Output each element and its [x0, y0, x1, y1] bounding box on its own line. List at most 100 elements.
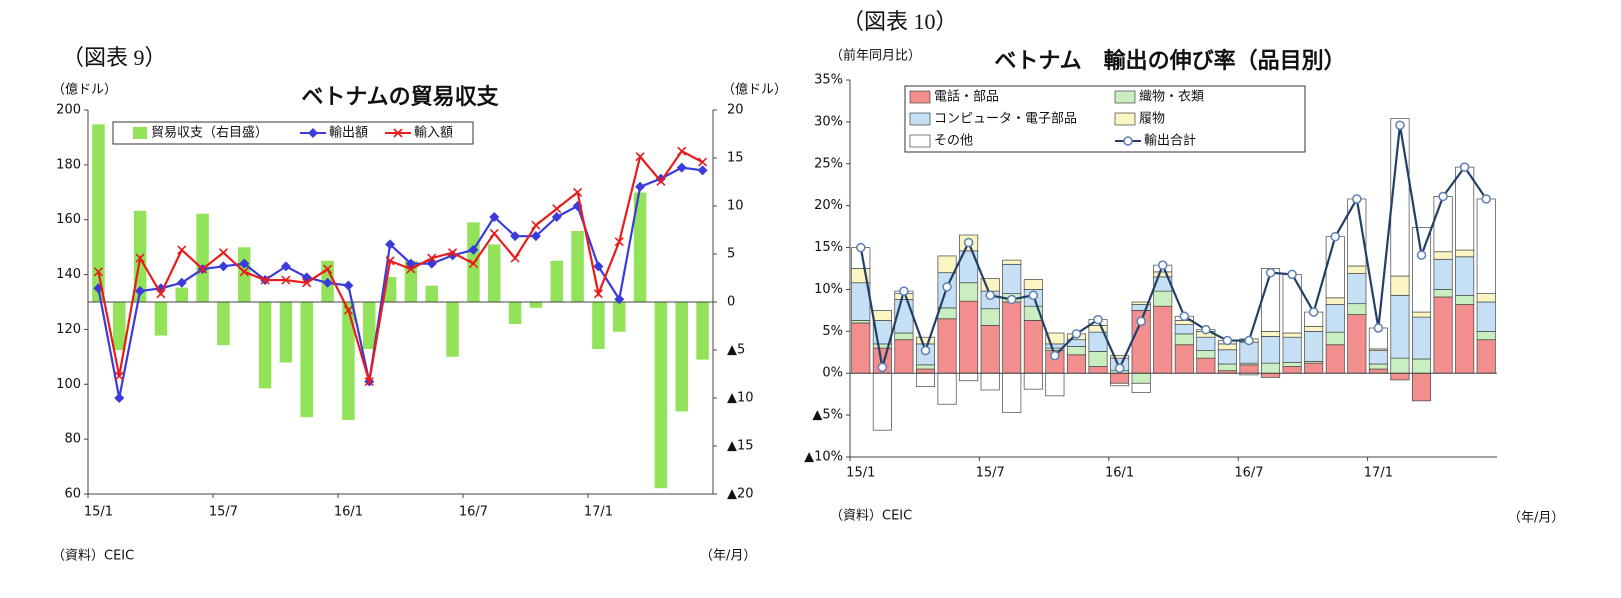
bar [258, 302, 272, 389]
stacked-bar-segment [1196, 350, 1216, 359]
bar [654, 302, 668, 489]
line-marker [1222, 335, 1233, 346]
x-tick-label: 16/1 [1105, 466, 1134, 481]
y2-tick-label: ▲15 [727, 439, 754, 454]
y2-tick-label: ▲10 [727, 391, 754, 406]
line-marker [1287, 269, 1297, 280]
stacked-bar-segment [1412, 358, 1432, 374]
stacked-bar-segment [959, 372, 979, 382]
stacked-bar-segment [1153, 305, 1173, 374]
stacked-bar-segment [980, 308, 1000, 326]
y-tick-label: 80 [64, 432, 81, 447]
source-note: （資料）CEIC [52, 549, 134, 564]
bar [425, 285, 438, 302]
stacked-bar-segment [1239, 341, 1259, 364]
bar [550, 260, 563, 302]
stacked-bar-segment [1476, 293, 1496, 303]
stacked-bar-segment [1390, 118, 1410, 277]
bar [175, 287, 188, 302]
stacked-bar-segment [1261, 372, 1281, 378]
y-tick-label: 60 [64, 487, 81, 502]
legend-label: 輸出額 [329, 126, 368, 141]
line-marker [573, 187, 583, 197]
line-marker [93, 267, 103, 277]
line-marker [1007, 294, 1017, 305]
y2-tick-label: 10 [727, 199, 744, 214]
stacked-bar-segment [1412, 372, 1432, 402]
bar [696, 302, 709, 360]
bar [300, 302, 313, 418]
line-series [97, 166, 703, 399]
stacked-bar-segment [1196, 336, 1216, 351]
stacked-bar-segment [1045, 372, 1065, 397]
x-axis-unit: （年/月） [1508, 511, 1564, 526]
line-marker [239, 267, 249, 277]
line-marker [448, 248, 458, 258]
stacked-bar-segment [1131, 372, 1151, 384]
legend-label: 貿易収支（右目盛） [151, 126, 268, 141]
stacked-bar-segment [1239, 364, 1259, 374]
source-note: （資料）CEIC [830, 509, 912, 524]
x-tick-label: 16/1 [334, 505, 363, 520]
y-tick-label: 100 [56, 377, 81, 392]
bar [633, 192, 647, 302]
line-marker [1416, 250, 1427, 260]
line-marker [323, 264, 333, 274]
y-tick-label: 15% [814, 240, 843, 255]
stacked-bar-segment [937, 307, 957, 320]
line-marker [156, 289, 166, 299]
y-axis-label: （億ドル） [52, 82, 117, 98]
line-marker [1050, 350, 1060, 361]
figure-label: （図表 9） [62, 45, 167, 70]
stacked-bar-segment [1282, 336, 1302, 363]
y2-tick-label: 0 [727, 295, 735, 310]
line-marker [302, 278, 312, 288]
stacked-bar-segment [1217, 349, 1237, 365]
line-marker [656, 176, 666, 186]
bar [342, 302, 355, 421]
y2-axis-label: （億ドル） [722, 82, 787, 98]
stacked-bar-segment [1325, 297, 1345, 305]
stacked-bar-segment [1412, 227, 1432, 313]
line-marker [1179, 311, 1190, 322]
bar [196, 213, 209, 302]
line-marker [468, 259, 478, 269]
line-marker [942, 282, 952, 292]
y-tick-label: 160 [56, 212, 81, 227]
line-marker [1373, 323, 1384, 333]
line-marker [677, 146, 687, 156]
stacked-bar-segment [1476, 301, 1496, 332]
stacked-bar-segment [1347, 273, 1367, 305]
stacked-bar-segment [1476, 339, 1496, 374]
y-tick-label: 200 [56, 103, 81, 118]
legend-swatch [909, 90, 931, 104]
stacked-bar-segment [1045, 343, 1065, 349]
y-tick-label: 30% [814, 114, 843, 129]
stacked-bar-segment [1433, 251, 1453, 260]
stacked-bar-segment [1390, 275, 1410, 296]
stacked-bar-segment [1110, 355, 1130, 359]
x-tick-label: 16/7 [459, 505, 488, 520]
x-tick-label: 16/7 [1234, 466, 1263, 481]
line-marker [1244, 335, 1254, 346]
stacked-bar-segment [1476, 330, 1496, 341]
stacked-bar-segment [915, 368, 935, 374]
stacked-bar-segment [959, 282, 979, 302]
stacked-bar-segment [1347, 265, 1367, 274]
legend-swatch [909, 112, 931, 126]
stacked-bar-segment [1455, 249, 1475, 258]
line-marker [552, 204, 562, 214]
stacked-bar-segment [1368, 368, 1388, 374]
line-marker [510, 253, 520, 263]
line-marker [635, 152, 645, 162]
y-tick-label: 120 [56, 322, 81, 337]
stacked-bar-segment [1282, 361, 1302, 367]
stacked-bar-segment [1433, 258, 1453, 290]
stacked-bar-segment [1261, 336, 1281, 364]
line-marker [1330, 231, 1340, 242]
bar [446, 302, 459, 357]
line-marker [239, 258, 250, 269]
legend-label: 輸出合計 [1144, 133, 1196, 149]
stacked-bar-segment [1282, 332, 1302, 338]
x-axis-unit: （年/月） [700, 549, 756, 564]
